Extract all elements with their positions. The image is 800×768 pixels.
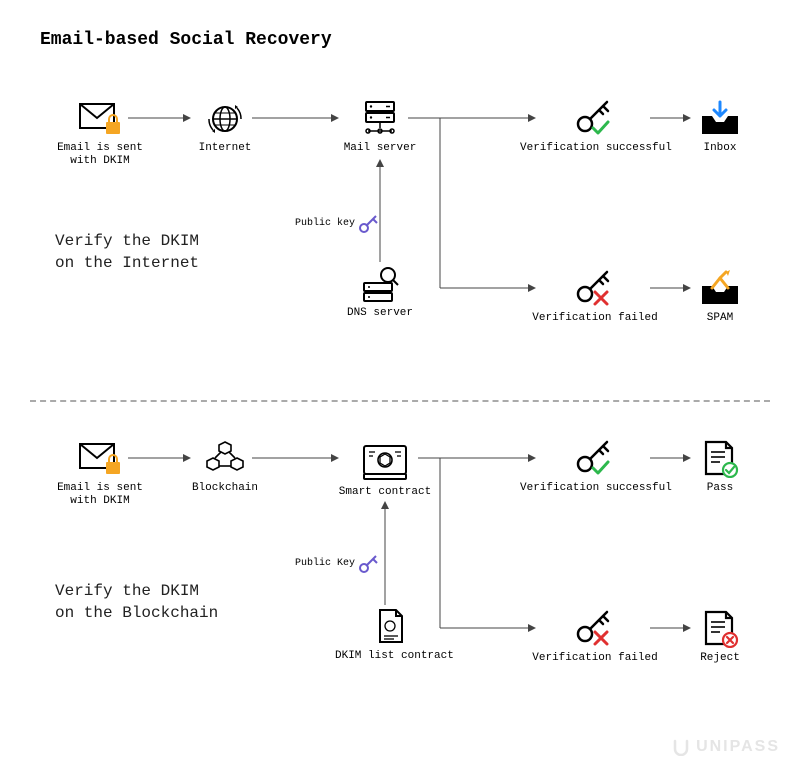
key-icon-1 [358,212,380,234]
contract-doc-icon [368,608,412,646]
node-spam: SPAM [685,270,755,325]
watermark: UNIPASS [672,738,780,756]
node-label: SPAM [685,312,755,325]
doc-x-icon [698,610,742,648]
arrows-section-1 [0,0,800,400]
spam-icon [698,270,742,308]
node-verify-fail-1: Verification failed [520,270,670,325]
envelope-lock-icon [78,100,122,138]
key-icon-2 [358,552,380,574]
section-divider [30,400,770,402]
node-email-1: Email is sent with DKIM [55,100,145,168]
key-check-icon [573,440,617,478]
node-label: Verification successful [520,142,670,155]
node-verify-success-1: Verification successful [520,100,670,155]
key-x-icon [573,610,617,648]
node-label: Email is sent with DKIM [55,142,145,168]
node-mail-server: Mail server [335,100,425,155]
envelope-lock-icon [78,440,122,478]
node-label: Pass [685,482,755,495]
blockchain-icon [203,440,247,478]
dns-icon [358,265,402,303]
node-blockchain: Blockchain [190,440,260,495]
node-inbox: Inbox [685,100,755,155]
node-pass: Pass [685,440,755,495]
public-key-label-1: Public key [295,218,355,229]
public-key-label-2: Public Key [295,558,355,569]
node-label: Verification successful [520,482,670,495]
page-title: Email-based Social Recovery [40,30,332,50]
key-check-icon [573,100,617,138]
doc-check-icon [698,440,742,478]
node-dkim-contract: DKIM list contract [335,608,445,663]
smart-contract-icon [360,440,410,482]
node-label: Email is sent with DKIM [55,482,145,508]
node-email-2: Email is sent with DKIM [55,440,145,508]
section2-caption: Verify the DKIM on the Blockchain [55,580,218,625]
node-label: DKIM list contract [335,650,445,663]
watermark-icon [672,738,690,756]
node-verify-fail-2: Verification failed [520,610,670,665]
node-verify-success-2: Verification successful [520,440,670,495]
node-dns-server: DNS server [335,265,425,320]
section1-caption: Verify the DKIM on the Internet [55,230,199,275]
server-icon [358,100,402,138]
node-label: DNS server [335,307,425,320]
node-label: Internet [190,142,260,155]
globe-icon [203,100,247,138]
node-label: Verification failed [520,652,670,665]
node-reject: Reject [685,610,755,665]
watermark-text: UNIPASS [696,738,780,756]
inbox-icon [698,100,742,138]
node-label: Inbox [685,142,755,155]
node-smart-contract: Smart contract [335,440,435,499]
node-label: Smart contract [335,486,435,499]
node-label: Blockchain [190,482,260,495]
key-x-icon [573,270,617,308]
node-label: Reject [685,652,755,665]
node-internet: Internet [190,100,260,155]
node-label: Mail server [335,142,425,155]
node-label: Verification failed [520,312,670,325]
